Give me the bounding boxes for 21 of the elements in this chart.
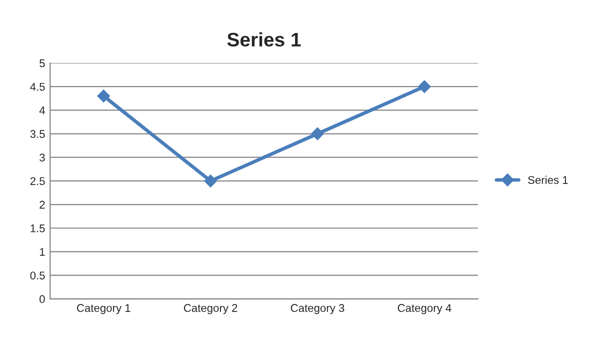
y-tick-label: 1.5 bbox=[30, 224, 45, 232]
y-tick-label: 4.5 bbox=[30, 82, 45, 91]
x-tick-label: Category 4 bbox=[398, 304, 452, 314]
x-tick-label: Category 1 bbox=[77, 304, 130, 314]
point bbox=[204, 174, 217, 188]
point bbox=[97, 90, 110, 102]
y-tick-label: 2.5 bbox=[30, 177, 45, 186]
chart-title: Series 1 bbox=[227, 32, 301, 47]
x-tick-label: Category 3 bbox=[290, 304, 344, 314]
point bbox=[311, 127, 324, 140]
y-tick-label: 3.5 bbox=[30, 130, 45, 138]
point bbox=[418, 80, 431, 94]
y-tick-label: 4 bbox=[39, 106, 45, 114]
legend-label: Series 1 bbox=[528, 176, 568, 184]
y-tick-label: 5 bbox=[40, 59, 45, 68]
y-tick-label: 1 bbox=[40, 248, 45, 256]
y-tick-label: 3 bbox=[40, 154, 45, 162]
y-tick-label: 2 bbox=[40, 200, 45, 209]
y-tick-label: 0 bbox=[40, 295, 45, 304]
y-tick-label: 0.5 bbox=[30, 272, 45, 280]
x-tick-label: Category 2 bbox=[184, 304, 238, 314]
